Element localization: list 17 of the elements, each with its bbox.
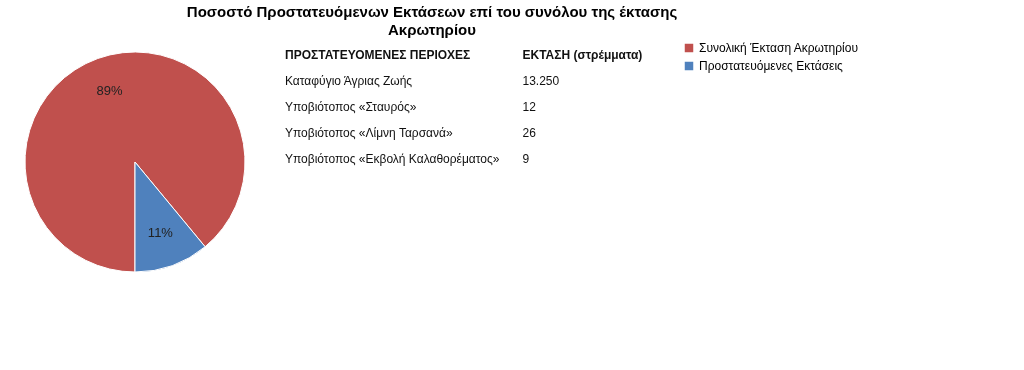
text: ΠΡΟΣΤΑΤΕΥΟΜΕΝΕΣ ΠΕΡΙΟΧΕΣ [285, 48, 471, 62]
chart-subtitle: Ακρωτηρίου [388, 21, 477, 38]
text: 26 [522, 126, 537, 140]
text: Υποβιότοπος «Σταυρός» [285, 100, 417, 114]
text: 12 [522, 100, 537, 114]
chart-title: Ποσοστό Προστατευόμενων Εκτάσεων επί του συνόλου της έκτασης [186, 3, 678, 20]
pie-slice [24, 51, 246, 273]
data-label: 89% [96, 83, 124, 99]
data-label: 11% [147, 224, 174, 240]
text: Καταφύγιο Άγριας Ζωής [285, 74, 413, 88]
text: 13.250 [522, 74, 560, 88]
text: Υποβιότοπος «Εκβολή Καλαθορέματος» [285, 152, 500, 166]
text: Υποβιότοπος «Λίμνη Ταρσανά» [285, 126, 453, 140]
text: 9 [522, 152, 530, 166]
text: ΕΚΤΑΣΗ (στρέμματα) [522, 48, 643, 62]
legend-label: Προστατευόμενες Εκτάσεις [699, 59, 844, 73]
legend-label: Συνολική Έκταση Ακρωτηρίου [699, 41, 858, 55]
